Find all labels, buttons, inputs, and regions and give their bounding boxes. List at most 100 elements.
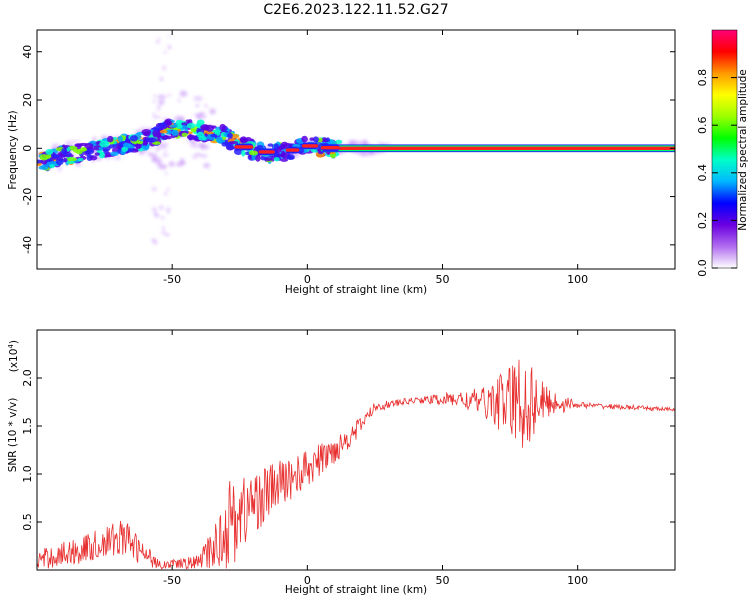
heatmap-cell bbox=[135, 142, 142, 149]
colorbar-gradient bbox=[711, 29, 738, 269]
heatmap-cell bbox=[98, 152, 105, 159]
spectrogram-y-ticks: 40 20 0 -20 -40 bbox=[21, 45, 675, 254]
heatmap-cell bbox=[165, 172, 168, 175]
colorbar-tick-label: 0.6 bbox=[696, 116, 709, 134]
heatmap-cell bbox=[166, 187, 170, 191]
y-tick-label: -40 bbox=[21, 236, 34, 254]
heatmap-cell bbox=[158, 102, 163, 107]
heatmap-cell bbox=[221, 141, 229, 147]
heatmap-cell bbox=[163, 192, 168, 196]
heatmap-cell bbox=[161, 154, 169, 157]
heatmap-cell bbox=[227, 132, 233, 139]
heatmap-cell bbox=[152, 129, 158, 136]
heatmap-cell bbox=[203, 164, 208, 167]
heatmap-cell bbox=[193, 95, 204, 102]
heatmap-cell bbox=[186, 122, 196, 129]
colorbar-tick-label: 0.2 bbox=[696, 212, 709, 230]
heatmap-cell bbox=[204, 103, 208, 108]
heatmap-cell bbox=[164, 150, 168, 154]
heatmap-cell bbox=[160, 132, 166, 136]
heatmap-cell bbox=[219, 123, 226, 131]
heatmap-cell bbox=[138, 150, 144, 156]
heatmap-cell bbox=[277, 145, 287, 150]
heatmap-cell bbox=[167, 211, 170, 214]
x-tick-label: 100 bbox=[567, 273, 588, 286]
spectrogram-y-label: Frequency (Hz) bbox=[7, 110, 19, 189]
heatmap-cell bbox=[171, 129, 179, 136]
colorbar-tick-label: 0.4 bbox=[696, 164, 709, 182]
x-tick-label: 100 bbox=[567, 574, 588, 587]
heatmap-cell bbox=[159, 77, 164, 82]
snr-x-label: Height of straight line (km) bbox=[285, 584, 427, 596]
heatmap-cell bbox=[226, 145, 235, 150]
heatmap-cell bbox=[129, 135, 138, 142]
heatmap-cell bbox=[61, 147, 68, 154]
heatmap-cell bbox=[159, 163, 167, 170]
colorbar-ticks: 0.0 0.2 0.4 0.6 0.8 bbox=[696, 69, 737, 277]
heatmap-cell bbox=[157, 144, 163, 150]
spectrogram-x-label: Height of straight line (km) bbox=[285, 284, 427, 296]
heatmap-cell bbox=[67, 157, 78, 162]
heatmap-cell bbox=[273, 143, 279, 150]
heatmap-cell bbox=[267, 143, 274, 147]
heatmap-cell bbox=[156, 104, 161, 112]
heatmap-cell bbox=[177, 98, 181, 103]
snr-panel: -50 0 50 100 0.5 1.0 1.5 2.0 Height of straigh… bbox=[7, 329, 676, 596]
heatmap-cell bbox=[241, 149, 246, 157]
y-tick-label: 20 bbox=[21, 93, 34, 107]
heatmap-cell bbox=[163, 50, 167, 54]
heatmap-cell bbox=[77, 157, 84, 162]
heatmap-cell bbox=[157, 98, 160, 101]
heatmap-cell bbox=[148, 137, 158, 143]
heatmap-cell bbox=[215, 136, 223, 143]
heatmap-cell bbox=[92, 136, 97, 142]
heatmap-cell bbox=[166, 135, 172, 140]
heatmap-cell bbox=[260, 155, 266, 161]
heatmap-cell bbox=[45, 148, 54, 155]
heatmap-cell bbox=[143, 131, 150, 135]
spectrogram-panel: -50 0 50 100 40 20 0 -20 -40 Height of straight… bbox=[7, 29, 676, 296]
heatmap-cell bbox=[248, 150, 259, 156]
heatmap-cell bbox=[63, 157, 68, 163]
heatmap-cell bbox=[200, 144, 210, 150]
chart-title: C2E6.2023.122.11.52.G27 bbox=[263, 2, 448, 18]
x-tick-label: -50 bbox=[163, 273, 181, 286]
y-tick-label: 1.0 bbox=[21, 465, 34, 483]
heatmap-cell bbox=[258, 150, 275, 154]
heatmap-cell bbox=[152, 112, 156, 116]
heatmap-cell bbox=[190, 142, 201, 149]
heatmap-cell bbox=[152, 186, 157, 192]
heatmap-cell bbox=[157, 122, 167, 129]
heatmap-cell bbox=[82, 147, 87, 151]
heatmap-cell bbox=[209, 108, 216, 115]
heatmap-cell bbox=[285, 148, 300, 152]
heatmap-cell bbox=[211, 129, 222, 133]
snr-series-line bbox=[37, 359, 675, 570]
colorbar-tick-label: 0.0 bbox=[696, 259, 709, 277]
spectrogram-frame bbox=[36, 29, 676, 270]
heatmap-cell bbox=[161, 230, 166, 235]
heatmap-cell bbox=[151, 207, 157, 212]
heatmap-cell bbox=[155, 40, 160, 44]
heatmap-cell bbox=[159, 129, 168, 134]
snr-y-label: SNR (10 * v/v) bbox=[7, 398, 19, 473]
heatmap-cell bbox=[197, 113, 207, 120]
heatmap-cell bbox=[157, 37, 161, 40]
heatmap-cell bbox=[320, 145, 340, 150]
heatmap-cell bbox=[167, 44, 172, 50]
x-tick-label: 50 bbox=[436, 273, 450, 286]
heatmap-cell bbox=[66, 160, 75, 164]
y-tick-label: 40 bbox=[21, 45, 34, 59]
x-tick-label: 0 bbox=[304, 273, 311, 286]
heatmap-cell bbox=[161, 216, 165, 220]
heatmap-cell bbox=[46, 158, 53, 163]
heatmap-cell bbox=[186, 134, 196, 140]
heatmap-cell bbox=[360, 150, 372, 157]
heatmap-cell bbox=[165, 232, 170, 237]
snr-y-ticks: 0.5 1.0 1.5 2.0 bbox=[21, 369, 675, 531]
heatmap-cell bbox=[161, 226, 166, 230]
heatmap-cell bbox=[140, 145, 149, 149]
heatmap-cell bbox=[152, 155, 160, 161]
heatmap-cell bbox=[55, 158, 64, 166]
